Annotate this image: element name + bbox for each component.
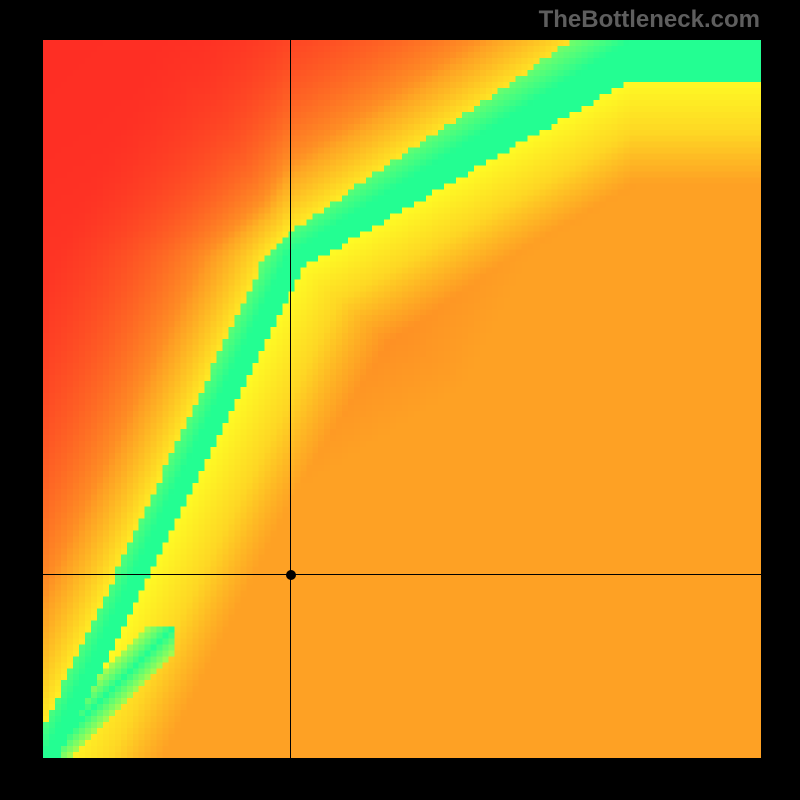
- marker-point: [286, 570, 296, 580]
- bottleneck-heatmap: [43, 40, 761, 758]
- crosshair-vertical: [290, 40, 291, 758]
- watermark-text: TheBottleneck.com: [539, 6, 760, 34]
- chart-container: TheBottleneck.com: [0, 0, 800, 800]
- crosshair-horizontal: [43, 574, 761, 575]
